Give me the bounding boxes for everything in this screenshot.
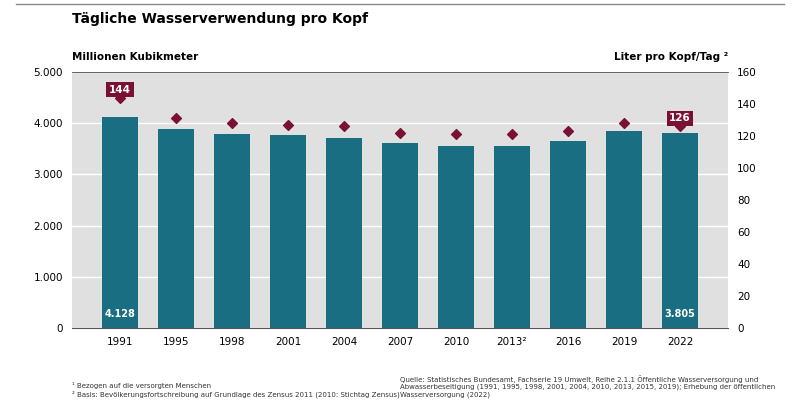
Point	[394, 130, 406, 136]
Bar	[550, 141, 586, 328]
Point	[674, 123, 686, 130]
Point	[618, 120, 630, 126]
Bar	[606, 130, 642, 328]
Text: 126: 126	[669, 113, 691, 123]
Bar	[326, 138, 362, 328]
Point	[338, 123, 350, 130]
Bar	[662, 133, 698, 328]
Text: Liter pro Kopf/Tag ²: Liter pro Kopf/Tag ²	[614, 52, 728, 62]
Text: 144: 144	[109, 84, 131, 94]
Text: Millionen Kubikmeter: Millionen Kubikmeter	[72, 52, 198, 62]
Bar	[382, 143, 418, 328]
Text: Tägliche Wasserverwendung pro Kopf: Tägliche Wasserverwendung pro Kopf	[72, 12, 368, 26]
Point	[114, 94, 126, 101]
Bar	[494, 146, 530, 328]
Text: 4.128: 4.128	[105, 309, 135, 319]
Bar	[438, 146, 474, 328]
Text: Quelle: Statistisches Bundesamt, Fachserie 19 Umwelt, Reihe 2.1.1 Öffentliche Wa: Quelle: Statistisches Bundesamt, Fachser…	[400, 375, 775, 398]
Bar	[158, 130, 194, 328]
Point	[506, 131, 518, 138]
Point	[282, 122, 294, 128]
Bar	[214, 134, 250, 328]
Text: ¹ Bezogen auf die versorgten Menschen
² Basis: Bevölkerungsfortschreibung auf Gr: ¹ Bezogen auf die versorgten Menschen ² …	[72, 382, 400, 398]
Bar	[102, 117, 138, 328]
Point	[562, 128, 574, 134]
Point	[450, 131, 462, 138]
Bar	[270, 135, 306, 328]
Text: 3.805: 3.805	[665, 309, 695, 319]
Point	[226, 120, 238, 126]
Point	[170, 115, 182, 122]
